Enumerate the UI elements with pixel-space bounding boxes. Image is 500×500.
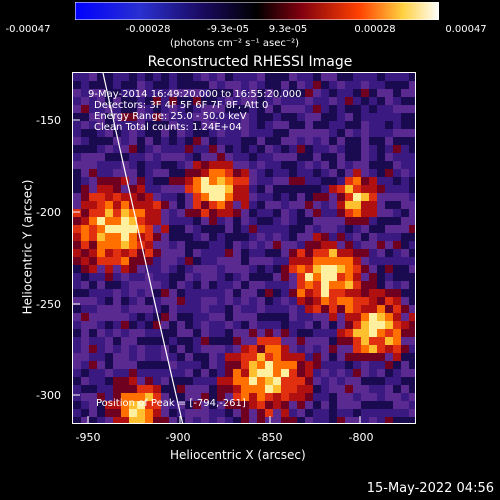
colorbar: [75, 2, 439, 20]
info-time: 9-May-2014 16:49:20.000 to 16:55:20.000: [88, 89, 302, 100]
y-tick: -250: [36, 298, 61, 311]
colorbar-tick: 9.3e-05: [268, 24, 308, 35]
y-axis-label: Heliocentric Y (arcsec): [20, 179, 35, 315]
plot-title: Reconstructed RHESSI Image: [147, 54, 353, 70]
colorbar-tick: -9.3e-05: [207, 24, 249, 35]
x-tick: -850: [257, 431, 283, 444]
timestamp: 15-May-2022 04:56: [366, 481, 494, 496]
solar-image: [72, 72, 416, 424]
colorbar-tick: -0.00047: [5, 24, 51, 35]
info-energy: Energy Range: 25.0 - 50.0 keV: [94, 111, 247, 122]
x-tick: -900: [165, 431, 191, 444]
colorbar-tick: 0.00047: [445, 24, 487, 35]
x-tick: -950: [75, 431, 101, 444]
x-tick: -800: [348, 431, 374, 444]
solar-limb-line: [102, 73, 184, 423]
colorbar-unit: (photons cm⁻² s⁻¹ asec⁻²): [170, 38, 300, 49]
colorbar-tick: -0.00028: [125, 24, 171, 35]
reconstructed-image: [73, 73, 415, 423]
y-tick: -300: [36, 389, 61, 402]
axis-ticks: [72, 119, 361, 424]
colorbar-tick: 0.00028: [354, 24, 396, 35]
x-axis-label: Heliocentric X (arcsec): [170, 448, 306, 462]
y-tick: -200: [36, 206, 61, 219]
y-tick: -150: [36, 114, 61, 127]
info-clean: Clean Total counts: 1.24E+04: [94, 122, 242, 133]
peak-position: Position of Peak = [-794,-261]: [96, 398, 246, 409]
info-detectors: Detectors: 3F 4F 5F 6F 7F 8F, Att 0: [94, 100, 269, 111]
